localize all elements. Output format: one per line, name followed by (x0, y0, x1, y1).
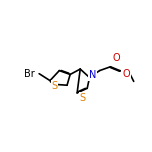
Text: S: S (79, 93, 86, 103)
Text: O: O (122, 69, 130, 79)
Text: S: S (52, 81, 58, 91)
Text: O: O (112, 53, 120, 63)
Text: N: N (89, 70, 96, 80)
Text: Br: Br (24, 69, 35, 79)
